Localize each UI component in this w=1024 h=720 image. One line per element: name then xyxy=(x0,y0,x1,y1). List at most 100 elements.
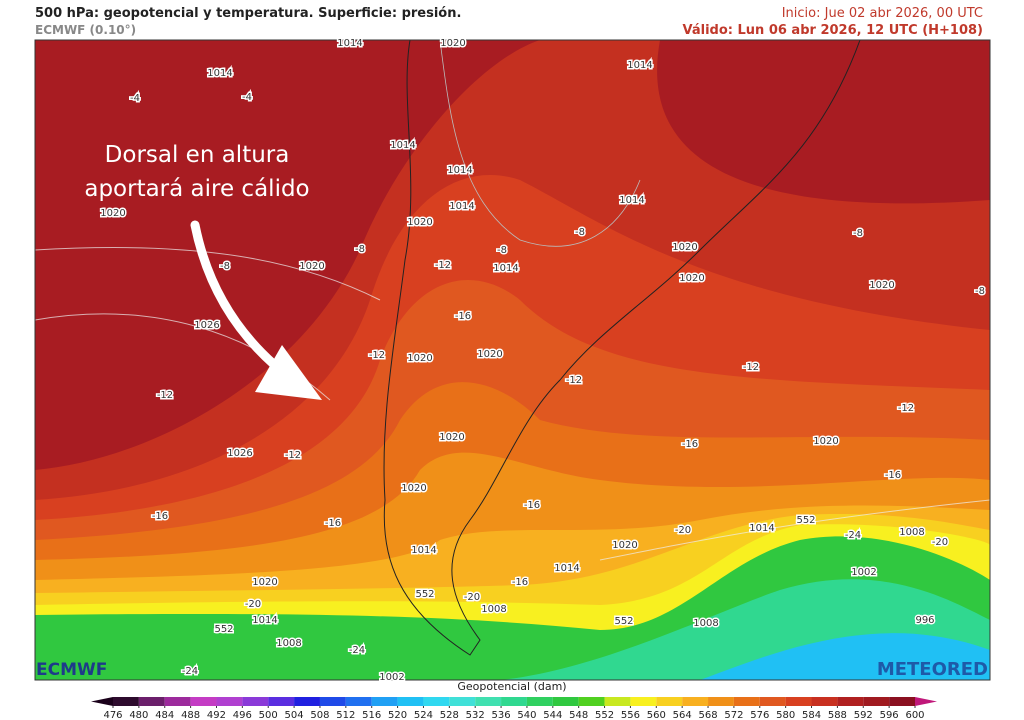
contour-label: -8 xyxy=(497,245,507,256)
colorbar-tick-label: 480 xyxy=(129,710,148,720)
contour-label: 1014 xyxy=(390,140,415,151)
contour-label: -16 xyxy=(682,439,698,450)
colorbar-tick-label: 592 xyxy=(854,710,873,720)
contour-label: 1014 xyxy=(619,195,644,206)
arrow-head xyxy=(255,345,322,400)
colorbar-tick-label: 484 xyxy=(155,710,174,720)
colorbar-segment xyxy=(501,697,527,706)
colorbar-tick-label: 560 xyxy=(647,710,666,720)
colorbar-tick-label: 548 xyxy=(569,710,588,720)
contour-label: 1020 xyxy=(612,540,637,551)
contour-label: -12 xyxy=(435,260,451,271)
contour-label: -12 xyxy=(369,350,385,361)
map-fill xyxy=(35,40,990,680)
colorbar-segment xyxy=(319,697,346,706)
contour-label: 1020 xyxy=(407,217,432,228)
colorbar-segment xyxy=(345,697,372,706)
colorbar-segment xyxy=(449,697,476,706)
colorbar-tick-label: 572 xyxy=(724,710,743,720)
colorbar-tick-label: 552 xyxy=(595,710,614,720)
colorbar-tick-label: 564 xyxy=(673,710,692,720)
colorbar-segment xyxy=(604,697,631,706)
colorbar-tick-label: 516 xyxy=(362,710,381,720)
colorbar-tick-label: 520 xyxy=(388,710,407,720)
contour-label: 1020 xyxy=(679,273,704,284)
colorbar-segment xyxy=(682,697,709,706)
contour-label: 1008 xyxy=(899,527,924,538)
valid-time: Válido: Lun 06 abr 2026, 12 UTC (H+108) xyxy=(683,23,984,38)
contour-label: -8 xyxy=(975,286,985,297)
contour-label: 552 xyxy=(214,624,233,635)
contour-label: -12 xyxy=(743,362,759,373)
contour-label: 1014 xyxy=(447,165,472,176)
contour-label: -24 xyxy=(349,645,365,656)
contour-label: -4 xyxy=(242,92,252,103)
contour-label: 1020 xyxy=(813,436,838,447)
colorbar-segment xyxy=(785,697,812,706)
contour-label: 1020 xyxy=(440,38,465,49)
colorbar-tick-label: 528 xyxy=(440,710,459,720)
colorbar-segment xyxy=(113,697,139,706)
colorbar-tick-label: 508 xyxy=(310,710,329,720)
colorbar-segment xyxy=(397,697,424,706)
colorbar-tick-label: 588 xyxy=(828,710,847,720)
colorbar-segment xyxy=(164,697,191,706)
contour-label: 1014 xyxy=(449,201,474,212)
contour-label: -20 xyxy=(932,537,948,548)
colorbar-segment xyxy=(190,697,217,706)
contour-label: -12 xyxy=(157,390,173,401)
colorbar-segment xyxy=(630,697,657,706)
colorbar-tick-label: 492 xyxy=(207,710,226,720)
contour-label: 1014 xyxy=(554,563,579,574)
contour-label: -12 xyxy=(285,450,301,461)
contour-label: -16 xyxy=(885,470,901,481)
contour-label: 1002 xyxy=(379,672,404,683)
map-frame xyxy=(34,39,991,681)
model: ECMWF (0.10°) xyxy=(35,23,136,37)
contour-label: 1008 xyxy=(693,618,718,629)
contour-label: -20 xyxy=(675,525,691,536)
contour-label: 1014 xyxy=(337,38,362,49)
contour-label: 1014 xyxy=(252,615,277,626)
contour-label: 552 xyxy=(614,616,633,627)
colorbar-segment xyxy=(371,697,398,706)
colorbar-segment xyxy=(578,697,605,706)
contour-label: 1026 xyxy=(194,320,219,331)
contour-label: 1020 xyxy=(869,280,894,291)
contour-label: 1008 xyxy=(276,638,301,649)
colorbar-segment xyxy=(268,697,295,706)
contour-label: 1002 xyxy=(851,567,876,578)
colorbar-tick-label: 488 xyxy=(181,710,200,720)
colorbar-tick-label: 580 xyxy=(776,710,795,720)
contour-label: -16 xyxy=(325,518,341,529)
colorbar-segment xyxy=(837,697,864,706)
contour-label: -16 xyxy=(152,511,168,522)
contour-label: -12 xyxy=(898,403,914,414)
colorbar-tick-label: 532 xyxy=(466,710,485,720)
colorbar-tick-label: 544 xyxy=(543,710,562,720)
contour-label: 1020 xyxy=(477,349,502,360)
contour-label: -8 xyxy=(575,227,585,238)
colorbar-tick-label: 600 xyxy=(905,710,924,720)
contour-label: 552 xyxy=(415,589,434,600)
contour-label: 1020 xyxy=(407,353,432,364)
colorbar-tick-label: 504 xyxy=(285,710,304,720)
colorbar-tick-label: 568 xyxy=(698,710,717,720)
contour-label: 1008 xyxy=(481,604,506,615)
contour-label: -8 xyxy=(220,261,230,272)
annotation: Dorsal en altura xyxy=(105,142,290,168)
contour-label: -8 xyxy=(355,244,365,255)
contour-label: -20 xyxy=(464,592,480,603)
logo-ecmwf: ECMWF xyxy=(36,660,107,680)
contour-label: 1014 xyxy=(207,68,232,79)
colorbar-tick-label: 524 xyxy=(414,710,433,720)
colorbar-segment xyxy=(294,697,320,706)
contour-label: -24 xyxy=(845,530,861,541)
colorbar-tick-label: 556 xyxy=(621,710,640,720)
colorbar-segment xyxy=(423,697,450,706)
colorbar-tick-label: 476 xyxy=(103,710,122,720)
contour-label: -16 xyxy=(455,311,471,322)
contour-label: -16 xyxy=(512,577,528,588)
colorbar-tick-label: 512 xyxy=(336,710,355,720)
